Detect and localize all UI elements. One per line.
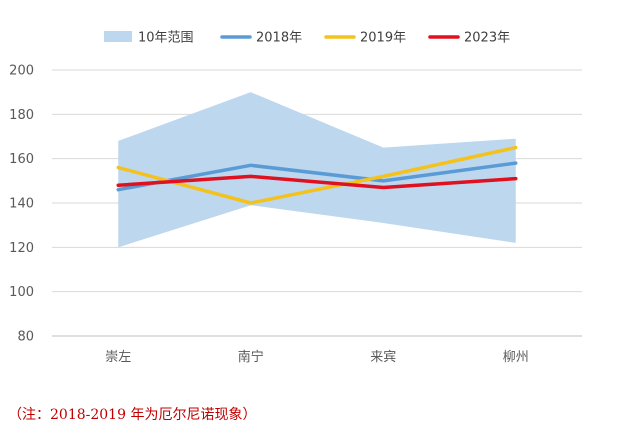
series-line: [116, 161, 518, 192]
range-band-layer: [118, 92, 516, 248]
x-category-label: 柳州: [503, 350, 529, 365]
x-category-label: 南宁: [238, 349, 264, 365]
legend-label: 10年范围: [138, 31, 194, 46]
y-tick-label: 140: [9, 197, 34, 212]
x-axis-labels: 崇左 南宁 来宾 柳州: [105, 349, 529, 365]
series-line: [116, 145, 518, 205]
legend-label: 2018年: [256, 31, 302, 46]
legend-label: 2023年: [464, 31, 510, 46]
legend: 10年范围 2018年 2019年 2023年: [104, 31, 510, 46]
x-category-label: 来宾: [370, 349, 396, 365]
y-axis-ticks: 80 100 120 140 160 180 200: [9, 64, 34, 345]
series-line: [116, 174, 518, 190]
y-tick-label: 160: [9, 152, 34, 167]
y-tick-label: 100: [9, 285, 34, 300]
y-tick-label: 80: [17, 330, 34, 345]
legend-label: 2019年: [360, 31, 406, 46]
series-layer: [116, 145, 518, 205]
y-tick-label: 180: [9, 108, 34, 123]
legend-swatch: [104, 31, 132, 42]
y-tick-label: 200: [9, 64, 34, 79]
footnote: （注：2018-2019 年为厄尔尼诺现象）: [8, 407, 257, 423]
y-tick-label: 120: [9, 241, 34, 256]
x-category-label: 崇左: [105, 350, 131, 365]
range-band-area: [118, 92, 516, 248]
